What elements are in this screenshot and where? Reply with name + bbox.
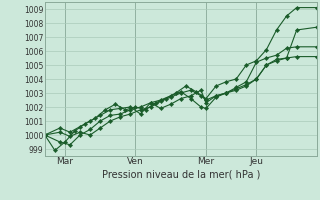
X-axis label: Pression niveau de la mer( hPa ): Pression niveau de la mer( hPa )	[102, 169, 260, 179]
